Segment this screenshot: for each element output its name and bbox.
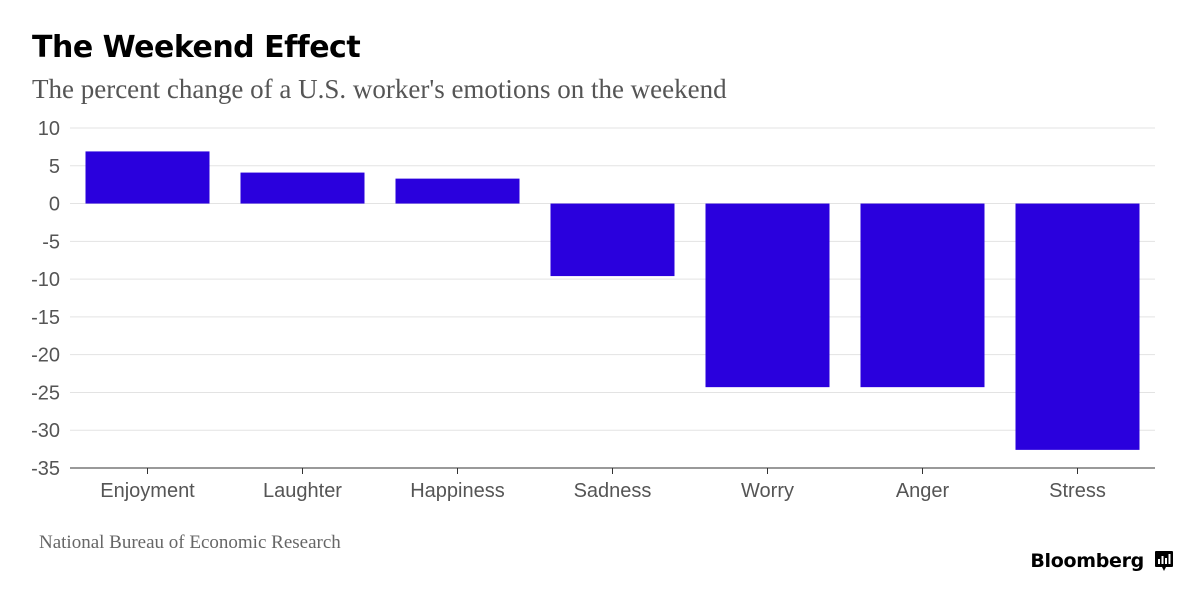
brand-name: Bloomberg <box>1030 550 1144 572</box>
y-tick-label: -5 <box>42 231 60 253</box>
y-tick-label: 5 <box>49 156 60 178</box>
bar-happiness <box>395 178 520 204</box>
y-tick-label: -25 <box>31 382 60 404</box>
chart-subtitle: The percent change of a U.S. worker's em… <box>32 74 727 104</box>
brand-logo: Bloomberg <box>1030 550 1174 572</box>
y-tick-label: -15 <box>31 307 60 329</box>
bar-enjoyment <box>85 151 210 204</box>
chart-title: The Weekend Effect <box>32 30 361 65</box>
x-tick-label: Enjoyment <box>100 480 195 502</box>
y-tick-label: -20 <box>31 345 60 367</box>
x-tick-label: Sadness <box>574 480 652 502</box>
x-tick-label: Happiness <box>410 480 505 502</box>
x-tick-label: Laughter <box>263 480 342 502</box>
bloomberg-terminal-icon <box>1155 551 1173 571</box>
x-tick-label: Worry <box>741 480 794 502</box>
source-note: National Bureau of Economic Research <box>39 532 341 553</box>
bar-sadness <box>550 203 675 277</box>
x-tick-label: Anger <box>896 480 950 502</box>
x-tick-label: Stress <box>1049 480 1106 502</box>
bar-laughter <box>240 172 365 204</box>
gridlines <box>70 127 1155 431</box>
bar-stress <box>1015 203 1140 450</box>
bar-worry <box>705 203 830 388</box>
y-tick-label: 10 <box>38 118 60 140</box>
y-tick-label: -30 <box>31 420 60 442</box>
axes: 10 5 0 -5 -10 -15 -20 -25 -30 -35 Enjoyment Laughte… <box>31 118 1155 502</box>
bars <box>85 151 1140 450</box>
bar-anger <box>860 203 985 388</box>
y-tick-label: -10 <box>31 269 60 291</box>
y-tick-label: 0 <box>49 194 60 216</box>
y-tick-label: -35 <box>31 458 60 480</box>
